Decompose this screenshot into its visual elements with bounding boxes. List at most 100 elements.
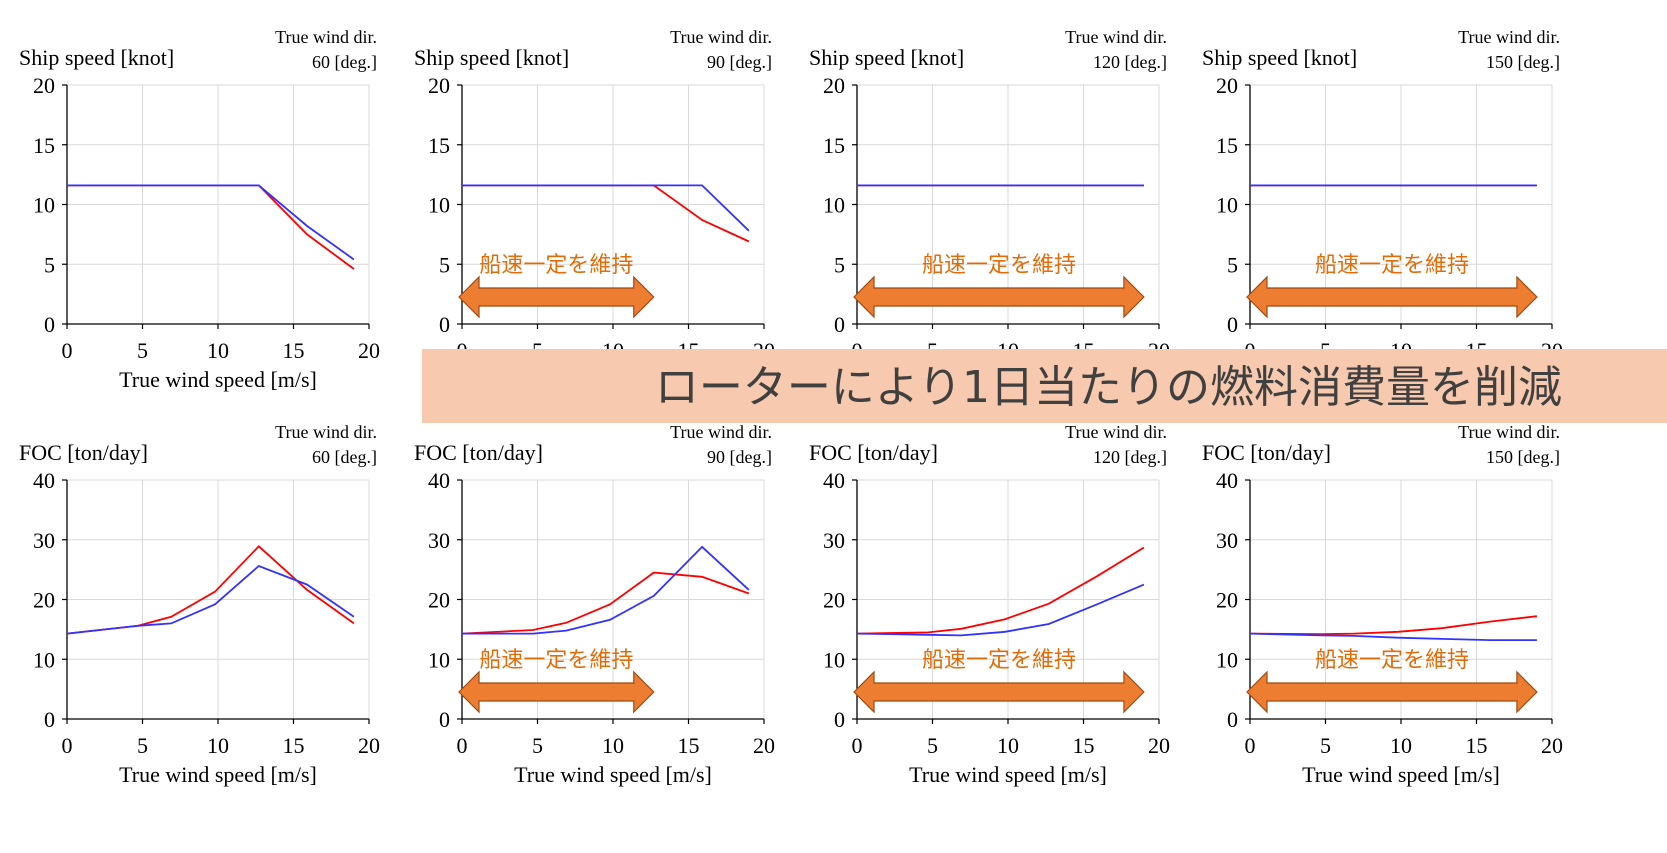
y-tick-label: 10 — [33, 193, 55, 218]
y-tick-label: 30 — [33, 528, 55, 553]
y-tick-label: 10 — [823, 647, 845, 672]
double-arrow — [853, 275, 1145, 319]
series-line-red — [461, 571, 750, 635]
wind-direction-label: True wind dir. — [1458, 27, 1560, 47]
series-line-blue — [462, 184, 750, 232]
double-arrow — [1246, 670, 1538, 714]
constant-speed-annotation: 船速一定を維持 — [922, 253, 1076, 278]
double-arrow — [458, 275, 655, 319]
y-tick-label: 20 — [428, 588, 450, 613]
x-tick-label: 5 — [1320, 733, 1331, 758]
wind-direction-label: True wind dir. — [275, 27, 377, 47]
x-tick-label: 10 — [997, 733, 1019, 758]
y-tick-label: 5 — [1227, 252, 1238, 277]
y-tick-label: 40 — [823, 468, 845, 493]
y-axis-title: Ship speed [knot] — [19, 45, 174, 70]
series-line-blue — [1249, 632, 1537, 641]
y-tick-label: 5 — [834, 252, 845, 277]
wind-direction-value: 60 [deg.] — [312, 447, 377, 467]
x-tick-label: 0 — [457, 733, 468, 758]
y-tick-label: 15 — [33, 133, 55, 158]
y-tick-label: 40 — [33, 468, 55, 493]
x-tick-label: 15 — [678, 733, 700, 758]
y-tick-label: 20 — [1216, 73, 1238, 98]
series-line-blue — [66, 564, 355, 635]
series-line-blue — [462, 545, 750, 635]
y-tick-label: 10 — [1216, 193, 1238, 218]
y-tick-label: 10 — [428, 647, 450, 672]
x-axis-title: True wind speed [m/s] — [1302, 762, 1500, 787]
y-axis-title: FOC [ton/day] — [19, 440, 148, 465]
wind-direction-label: True wind dir. — [275, 422, 377, 442]
constant-speed-annotation: 船速一定を維持 — [1315, 253, 1469, 278]
y-tick-label: 0 — [834, 312, 845, 337]
series-line-blue — [67, 184, 355, 261]
constant-speed-annotation: 船速一定を維持 — [479, 648, 633, 673]
y-tick-label: 20 — [33, 588, 55, 613]
wind-direction-value: 150 [deg.] — [1486, 447, 1560, 467]
chart-panel-5: 0 10 20 30 40 0 5 10 15 20 FOC [ton/day] True wind … — [19, 422, 380, 787]
x-tick-label: 0 — [852, 733, 863, 758]
wind-direction-label: True wind dir. — [1458, 422, 1560, 442]
x-tick-label: 15 — [283, 338, 305, 363]
wind-direction-label: True wind dir. — [1065, 27, 1167, 47]
y-axis-title: Ship speed [knot] — [1202, 45, 1357, 70]
x-tick-label: 20 — [358, 338, 380, 363]
x-tick-label: 5 — [927, 733, 938, 758]
chart-panel-1: 0 5 10 15 20 0 5 10 15 20 Ship speed [knot] True wi… — [19, 27, 380, 392]
y-tick-label: 10 — [1216, 647, 1238, 672]
x-tick-label: 0 — [62, 733, 73, 758]
y-axis-title: FOC [ton/day] — [809, 440, 938, 465]
chart-panel-7: 0 10 20 30 40 0 5 10 15 20 FOC [ton/day] True wind … — [809, 422, 1170, 787]
banner-text: ローターにより1日当たりの燃料消費量を削減 — [655, 362, 1562, 413]
x-tick-label: 0 — [62, 338, 73, 363]
y-axis-title: FOC [ton/day] — [414, 440, 543, 465]
y-tick-label: 30 — [823, 528, 845, 553]
double-arrow — [458, 670, 655, 714]
x-tick-label: 5 — [137, 733, 148, 758]
wind-direction-label: True wind dir. — [1065, 422, 1167, 442]
x-tick-label: 10 — [207, 338, 229, 363]
y-tick-label: 10 — [33, 647, 55, 672]
y-tick-label: 20 — [33, 73, 55, 98]
chart-panel-6: 0 10 20 30 40 0 5 10 15 20 FOC [ton/day] True wind … — [414, 422, 775, 787]
x-tick-label: 15 — [1466, 733, 1488, 758]
y-tick-label: 40 — [428, 468, 450, 493]
x-axis-title: True wind speed [m/s] — [909, 762, 1107, 787]
x-tick-label: 5 — [137, 338, 148, 363]
x-tick-label: 15 — [1073, 733, 1095, 758]
y-tick-label: 10 — [428, 193, 450, 218]
y-tick-label: 20 — [428, 73, 450, 98]
x-tick-label: 20 — [358, 733, 380, 758]
wind-direction-label: True wind dir. — [670, 27, 772, 47]
y-tick-label: 0 — [44, 312, 55, 337]
series-line-red — [66, 545, 355, 635]
y-axis-title: Ship speed [knot] — [414, 45, 569, 70]
wind-direction-value: 90 [deg.] — [707, 447, 772, 467]
series-line-red — [67, 184, 355, 270]
wind-direction-label: True wind dir. — [670, 422, 772, 442]
y-tick-label: 0 — [44, 707, 55, 732]
y-tick-label: 5 — [44, 252, 55, 277]
y-tick-label: 15 — [428, 133, 450, 158]
series-line-red — [1249, 615, 1538, 636]
x-tick-label: 0 — [1245, 733, 1256, 758]
y-tick-label: 5 — [439, 252, 450, 277]
y-tick-label: 0 — [439, 707, 450, 732]
constant-speed-annotation: 船速一定を維持 — [922, 648, 1076, 673]
x-tick-label: 5 — [532, 733, 543, 758]
y-tick-label: 20 — [1216, 588, 1238, 613]
constant-speed-annotation: 船速一定を維持 — [479, 253, 633, 278]
constant-speed-annotation: 船速一定を維持 — [1315, 648, 1469, 673]
x-tick-label: 10 — [602, 733, 624, 758]
double-arrow — [853, 670, 1145, 714]
y-axis-title: Ship speed [knot] — [809, 45, 964, 70]
x-tick-label: 20 — [1148, 733, 1170, 758]
series-line-red — [856, 546, 1145, 635]
x-tick-label: 10 — [1390, 733, 1412, 758]
chart-panel-8: 0 10 20 30 40 0 5 10 15 20 FOC [ton/day] True wind … — [1202, 422, 1563, 787]
y-tick-label: 0 — [439, 312, 450, 337]
